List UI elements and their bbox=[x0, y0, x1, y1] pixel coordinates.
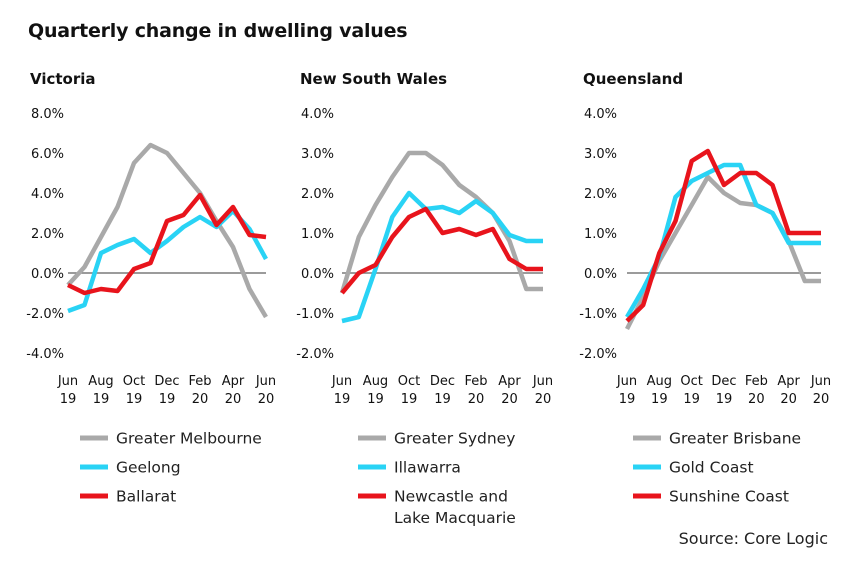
y-tick-label: 3.0% bbox=[584, 147, 617, 162]
y-tick-label: 4.0% bbox=[584, 107, 617, 122]
y-tick-label: 0.0% bbox=[31, 267, 64, 282]
legend-item-illawarra: Illawarra bbox=[358, 459, 461, 477]
series-line-gold-coast bbox=[625, 162, 821, 319]
y-tick-label: 0.0% bbox=[584, 267, 617, 282]
x-tick-label: Feb 20 bbox=[188, 374, 211, 407]
x-tick-label: Dec 19 bbox=[430, 374, 455, 407]
y-tick-label: 4.0% bbox=[301, 107, 334, 122]
panel-title: Victoria bbox=[30, 70, 96, 88]
x-tick-label: Jun 19 bbox=[57, 374, 78, 407]
legend-label: Greater Sydney bbox=[394, 430, 515, 448]
x-tick-label: Jun 20 bbox=[255, 374, 276, 407]
panel-title: New South Wales bbox=[300, 70, 447, 88]
x-tick-label: Jun 20 bbox=[810, 374, 831, 407]
y-tick-label: 8.0% bbox=[31, 107, 64, 122]
legend-label: Gold Coast bbox=[669, 459, 754, 477]
source-note: Source: Core Logic bbox=[678, 529, 828, 548]
y-tick-label: -4.0% bbox=[26, 347, 64, 362]
chart-panel-victoria: Victoria -4.0% -2.0% 0.0% 2.0% 4.0% 6.0% 8.0% Ju… bbox=[26, 70, 276, 506]
legend-item-sunshine-coast: Sunshine Coast bbox=[633, 488, 789, 506]
x-tick-label: Dec 19 bbox=[154, 374, 179, 407]
x-tick-label: Aug 19 bbox=[647, 374, 672, 407]
legend-item-greater-sydney: Greater Sydney bbox=[358, 430, 515, 448]
legend-label: Ballarat bbox=[116, 488, 176, 506]
legend-item-gold-coast: Gold Coast bbox=[633, 459, 754, 477]
legend-label: Newcastle and Lake Macquarie bbox=[394, 488, 516, 528]
x-tick-label: Oct 19 bbox=[680, 374, 702, 407]
panel-title: Queensland bbox=[583, 70, 683, 88]
series-line-greater-brisbane bbox=[624, 174, 821, 331]
x-tick-label: Aug 19 bbox=[88, 374, 113, 407]
y-tick-label: 1.0% bbox=[301, 227, 334, 242]
series-line-sunshine-coast bbox=[625, 148, 821, 323]
chart-main-title: Quarterly change in dwelling values bbox=[28, 20, 408, 42]
y-tick-label: -2.0% bbox=[579, 347, 617, 362]
x-tick-label: Oct 19 bbox=[398, 374, 420, 407]
y-tick-label: 2.0% bbox=[584, 187, 617, 202]
legend-item-greater-melbourne: Greater Melbourne bbox=[80, 430, 262, 448]
x-tick-label: Oct 19 bbox=[123, 374, 145, 407]
y-tick-label: 3.0% bbox=[301, 147, 334, 162]
y-tick-label: 1.0% bbox=[584, 227, 617, 242]
legend-label: Geelong bbox=[116, 459, 181, 477]
y-tick-label: -2.0% bbox=[26, 307, 64, 322]
legend-label: Greater Brisbane bbox=[669, 430, 801, 448]
legend-item-geelong: Geelong bbox=[80, 459, 181, 477]
series-line-greater-melbourne bbox=[66, 142, 268, 319]
legend-item-ballarat: Ballarat bbox=[80, 488, 176, 506]
x-tick-label: Jun 19 bbox=[616, 374, 637, 407]
legend-label: Sunshine Coast bbox=[669, 488, 789, 506]
y-tick-label: 2.0% bbox=[31, 227, 64, 242]
chart-panel-new-south-wales: New South Wales -2.0% -1.0% 0.0% 1.0% 2.0% 3.0… bbox=[296, 70, 553, 527]
x-tick-label: Apr 20 bbox=[498, 374, 521, 407]
y-tick-label: -1.0% bbox=[296, 307, 334, 322]
x-tick-label: Apr 20 bbox=[222, 374, 245, 407]
legend-item-greater-brisbane: Greater Brisbane bbox=[633, 430, 801, 448]
x-tick-label: Jun 19 bbox=[331, 374, 352, 407]
x-tick-label: Apr 20 bbox=[777, 374, 800, 407]
x-tick-label: Aug 19 bbox=[363, 374, 388, 407]
x-tick-label: Dec 19 bbox=[711, 374, 736, 407]
y-tick-label: 2.0% bbox=[301, 187, 334, 202]
series-line-greater-sydney bbox=[339, 150, 543, 294]
chart-panel-queensland: Queensland -2.0% -1.0% 0.0% 1.0% 2.0% 3.0% 4.0%… bbox=[579, 70, 831, 506]
series-line-illawarra bbox=[341, 190, 543, 324]
y-tick-label: 0.0% bbox=[301, 267, 334, 282]
x-tick-label: Feb 20 bbox=[464, 374, 487, 407]
legend-label: Illawarra bbox=[394, 459, 461, 477]
y-tick-label: -1.0% bbox=[579, 307, 617, 322]
y-tick-label: 6.0% bbox=[31, 147, 64, 162]
series-line-ballarat bbox=[67, 192, 267, 296]
legend-label: Greater Melbourne bbox=[116, 430, 262, 448]
y-tick-label: 4.0% bbox=[31, 187, 64, 202]
x-tick-label: Jun 20 bbox=[532, 374, 553, 407]
y-tick-label: -2.0% bbox=[296, 347, 334, 362]
series-line-newcastle-and-lake-macquarie bbox=[340, 206, 543, 295]
x-tick-label: Feb 20 bbox=[745, 374, 768, 407]
legend-item-newcastle-and-lake-macquarie: Newcastle and Lake Macquarie bbox=[358, 488, 516, 528]
